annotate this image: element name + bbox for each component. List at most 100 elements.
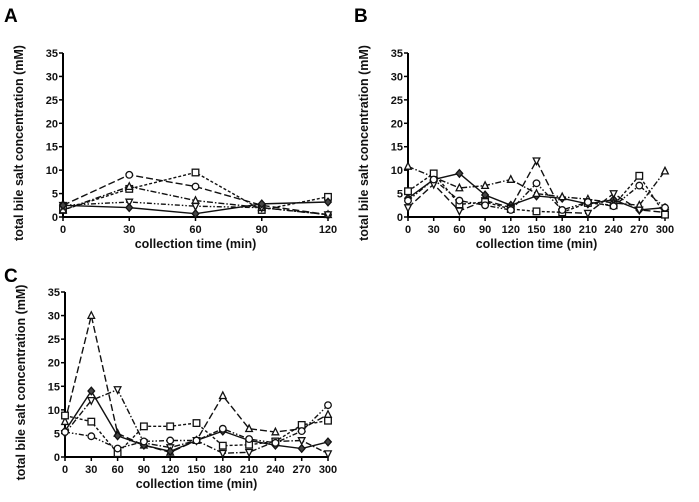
data-point [323, 197, 333, 207]
data-point [218, 390, 228, 400]
y-tick-label: 5 [397, 189, 403, 201]
data-point [324, 401, 332, 410]
data-point [113, 386, 122, 395]
data-point [58, 200, 68, 211]
data-point [583, 209, 593, 219]
series-line [407, 172, 666, 216]
y-axis-label: total bile salt concentration (mM) [357, 45, 371, 241]
x-axis-label: collection time (min) [136, 477, 258, 491]
panel-b: B 0 5 10 15 20 25 30 35 0 30 60 90 120 150 180 210 240 270… [354, 6, 674, 251]
data-point [506, 206, 515, 214]
x-tick-label: 60 [111, 464, 123, 476]
y-tick-label: 10 [46, 165, 58, 177]
series-line [64, 315, 329, 454]
series-line [64, 404, 329, 450]
data-point [481, 201, 490, 210]
data-point [86, 396, 96, 406]
y-tick-label: 25 [48, 334, 60, 346]
x-tick-label: 60 [189, 224, 201, 236]
y-axis-label: total bile salt concentration (mM) [12, 45, 26, 241]
data-point [323, 409, 333, 419]
data-point [218, 424, 227, 433]
y-tick-label: 20 [391, 118, 403, 130]
data-point [661, 210, 669, 219]
x-tick-label: 30 [123, 224, 135, 236]
y-tick-label: 5 [52, 189, 58, 201]
data-point [124, 198, 134, 208]
series-line [64, 414, 329, 455]
y-tick-label: 35 [46, 48, 58, 60]
x-tick-label: 150 [527, 224, 545, 236]
y-tick-label: 0 [397, 212, 403, 224]
data-point [455, 168, 464, 179]
data-point [244, 423, 254, 433]
x-tick-label: 90 [256, 224, 268, 236]
data-point [404, 187, 412, 196]
data-point [532, 188, 541, 198]
data-point [218, 441, 227, 450]
data-point [61, 428, 69, 436]
data-point [404, 196, 412, 205]
y-tick-label: 20 [46, 118, 58, 130]
y-tick-label: 10 [48, 405, 60, 417]
panel-label: C [4, 266, 18, 287]
data-point [125, 202, 134, 213]
data-point [245, 435, 254, 444]
data-point [480, 180, 490, 190]
x-tick-label: 150 [187, 464, 205, 476]
x-tick-label: 300 [319, 464, 337, 476]
y-axis-label: total bile salt concentration (mM) [14, 285, 28, 481]
x-tick-label: 0 [60, 224, 66, 236]
data-point [558, 206, 567, 214]
y-tick-label: 10 [391, 165, 403, 177]
x-tick-label: 120 [319, 224, 337, 236]
data-point [192, 436, 201, 445]
data-point [257, 199, 266, 209]
data-point [323, 450, 333, 459]
x-tick-label: 180 [553, 224, 571, 236]
data-point [191, 208, 200, 219]
x-tick-label: 60 [453, 224, 465, 236]
series-5 [404, 175, 669, 214]
data-point [455, 182, 464, 192]
y-tick-label: 30 [46, 71, 58, 83]
data-point [506, 174, 516, 183]
data-point [635, 171, 644, 180]
data-point [323, 211, 333, 220]
data-point [139, 437, 148, 446]
data-point [455, 196, 464, 205]
data-point [324, 416, 332, 425]
series-1 [60, 310, 333, 456]
data-point [124, 181, 134, 190]
data-point [86, 310, 96, 320]
data-point [532, 179, 541, 188]
y-tick-label: 35 [48, 287, 60, 299]
data-point [87, 432, 96, 441]
y-tick-label: 15 [391, 142, 403, 154]
panel-label: A [4, 6, 18, 27]
data-point [191, 202, 200, 212]
data-point [403, 204, 413, 213]
panel-c: C 0 5 10 15 20 25 30 35 0 30 60 90 120 150 180 210 240 270… [4, 266, 337, 491]
data-point [191, 168, 200, 177]
data-point [271, 438, 280, 447]
x-tick-label: 0 [405, 224, 411, 236]
y-tick-label: 5 [54, 428, 60, 440]
data-point [609, 190, 618, 199]
data-point [166, 422, 175, 431]
series-5 [58, 197, 333, 219]
x-tick-label: 90 [138, 464, 150, 476]
data-point [60, 416, 70, 426]
data-point [557, 191, 567, 201]
y-tick-label: 30 [48, 311, 60, 323]
x-tick-label: 240 [266, 464, 284, 476]
x-tick-label: 180 [214, 464, 232, 476]
y-tick-label: 25 [391, 95, 403, 107]
y-tick-label: 35 [391, 48, 403, 60]
data-point [635, 181, 644, 190]
x-tick-label: 270 [293, 464, 311, 476]
data-point [192, 419, 201, 428]
data-point [125, 170, 134, 179]
data-point [429, 175, 438, 184]
data-point [634, 206, 644, 216]
